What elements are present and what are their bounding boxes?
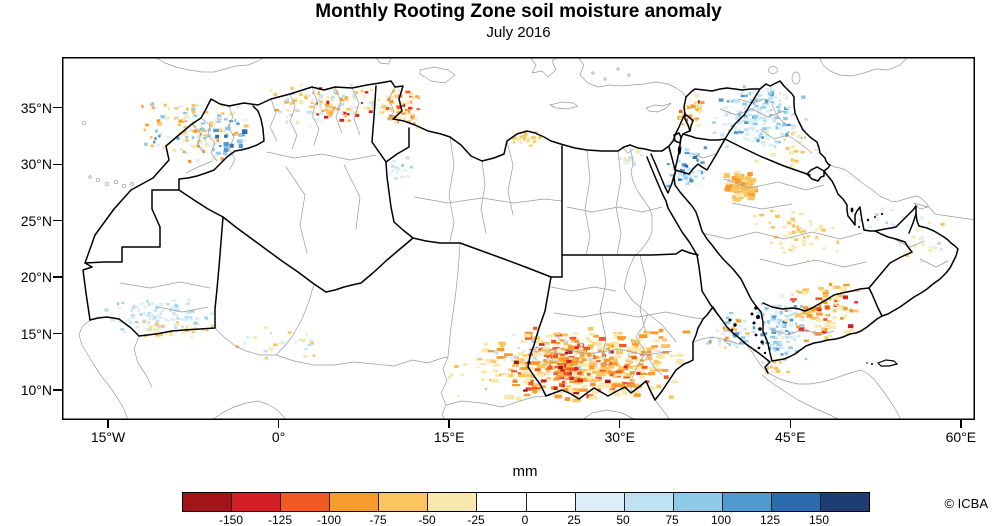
attribution: © ICBA (944, 496, 988, 511)
dead-sea (677, 145, 682, 155)
y-tick (53, 276, 62, 278)
border-jordan-syria (682, 133, 726, 141)
border-iraq-saudi (724, 138, 811, 176)
colorbar-cell (231, 493, 281, 511)
admin-boundaries (78, 57, 975, 420)
map-canvas (62, 57, 975, 420)
colorbar-cell (280, 493, 330, 511)
border-uae-oman (908, 213, 917, 234)
colorbar-cell (378, 493, 428, 511)
y-tick-label: 25°N (20, 212, 52, 229)
coastline-arabia (673, 164, 959, 362)
border-iraq-turkey-iran (759, 80, 831, 166)
border-morocco-algeria (84, 105, 265, 264)
y-tick (53, 389, 62, 391)
colorbar-cell (820, 493, 870, 511)
x-tick-label: 30°E (604, 429, 635, 445)
border-syria-turkey (685, 87, 761, 98)
socotra-island (876, 359, 899, 367)
colorbar-tick-label: -25 (467, 513, 485, 526)
border-mauritania (89, 189, 224, 337)
bahrain-island (850, 207, 854, 213)
colorbar-cell (525, 493, 575, 511)
colorbar-tick-label: 25 (567, 513, 581, 526)
coastline-north-africa (82, 80, 687, 321)
x-tick-label: 0° (271, 429, 286, 445)
x-tick-label: 15°E (433, 429, 465, 445)
colorbar (182, 492, 870, 512)
colorbar-tick-label: 75 (665, 513, 679, 526)
border-egypt-israel (668, 146, 676, 171)
colorbar-tick-label: 100 (710, 513, 732, 526)
colorbar-cell (770, 493, 821, 511)
x-tick (448, 420, 450, 428)
page-title: Monthly Rooting Zone soil moisture anoma… (315, 1, 722, 22)
border-jordan-saudi (674, 138, 726, 175)
colorbar-tick-label: -75 (369, 513, 387, 526)
x-tick (107, 420, 109, 428)
colorbar-tick-label: 0 (521, 513, 529, 526)
map-plot (62, 57, 975, 420)
y-tick-label: 10°N (20, 382, 52, 399)
y-tick (53, 107, 62, 109)
x-tick-label: 45°E (775, 429, 806, 445)
islands (677, 145, 899, 367)
y-tick-label: 35°N (20, 99, 52, 116)
border-syria-iraq (724, 88, 761, 140)
page-subtitle: July 2016 (486, 24, 551, 41)
border-algeria-south (222, 216, 414, 293)
colorbar-unit-label: mm (512, 463, 538, 480)
colorbar-tick-label: 150 (808, 513, 830, 526)
colorbar-tick-label: -100 (316, 513, 342, 526)
border-egypt-sudan (561, 249, 699, 256)
map-frame (62, 57, 975, 420)
border-sudan (527, 276, 717, 401)
colorbar-cell (329, 493, 379, 511)
y-tick (53, 220, 62, 222)
colorbar-cell (721, 493, 771, 511)
x-tick (619, 420, 621, 428)
border-saudi-oman-uae (868, 230, 913, 289)
border-kuwait (806, 166, 825, 182)
colorbar-cell (476, 493, 526, 511)
country-borders (82, 80, 959, 401)
colorbar-tick-label: -125 (267, 513, 293, 526)
border-west-bank (673, 132, 682, 144)
colorbar-cell (672, 493, 722, 511)
colorbar-cell (427, 493, 477, 511)
colorbar-cell (623, 493, 673, 511)
colorbar-tick-label: -150 (218, 513, 244, 526)
colorbar-tick-label: -50 (418, 513, 436, 526)
x-tick (277, 420, 280, 428)
anomaly-raster (104, 84, 945, 403)
x-tick-label: 60°E (945, 429, 977, 445)
colorbar-tick-label: 125 (759, 513, 781, 526)
colorbar-cell (574, 493, 624, 511)
y-tick (53, 163, 62, 165)
y-tick-label: 20°N (20, 269, 52, 286)
coastline-red-sea-west (646, 156, 771, 374)
colorbar-cell (183, 493, 232, 511)
y-tick-label: 15°N (20, 325, 52, 342)
x-tick (960, 420, 962, 428)
border-lebanon-syria (682, 113, 694, 135)
x-tick-label: 15°W (90, 429, 126, 445)
border-tunisia-libya (385, 127, 410, 163)
x-tick (789, 420, 791, 428)
border-saudi-yemen-oman (762, 287, 883, 317)
y-tick-label: 30°N (20, 156, 52, 173)
colorbar-tick-label: 50 (616, 513, 630, 526)
border-libya-egypt (412, 145, 563, 278)
y-tick (53, 332, 62, 335)
